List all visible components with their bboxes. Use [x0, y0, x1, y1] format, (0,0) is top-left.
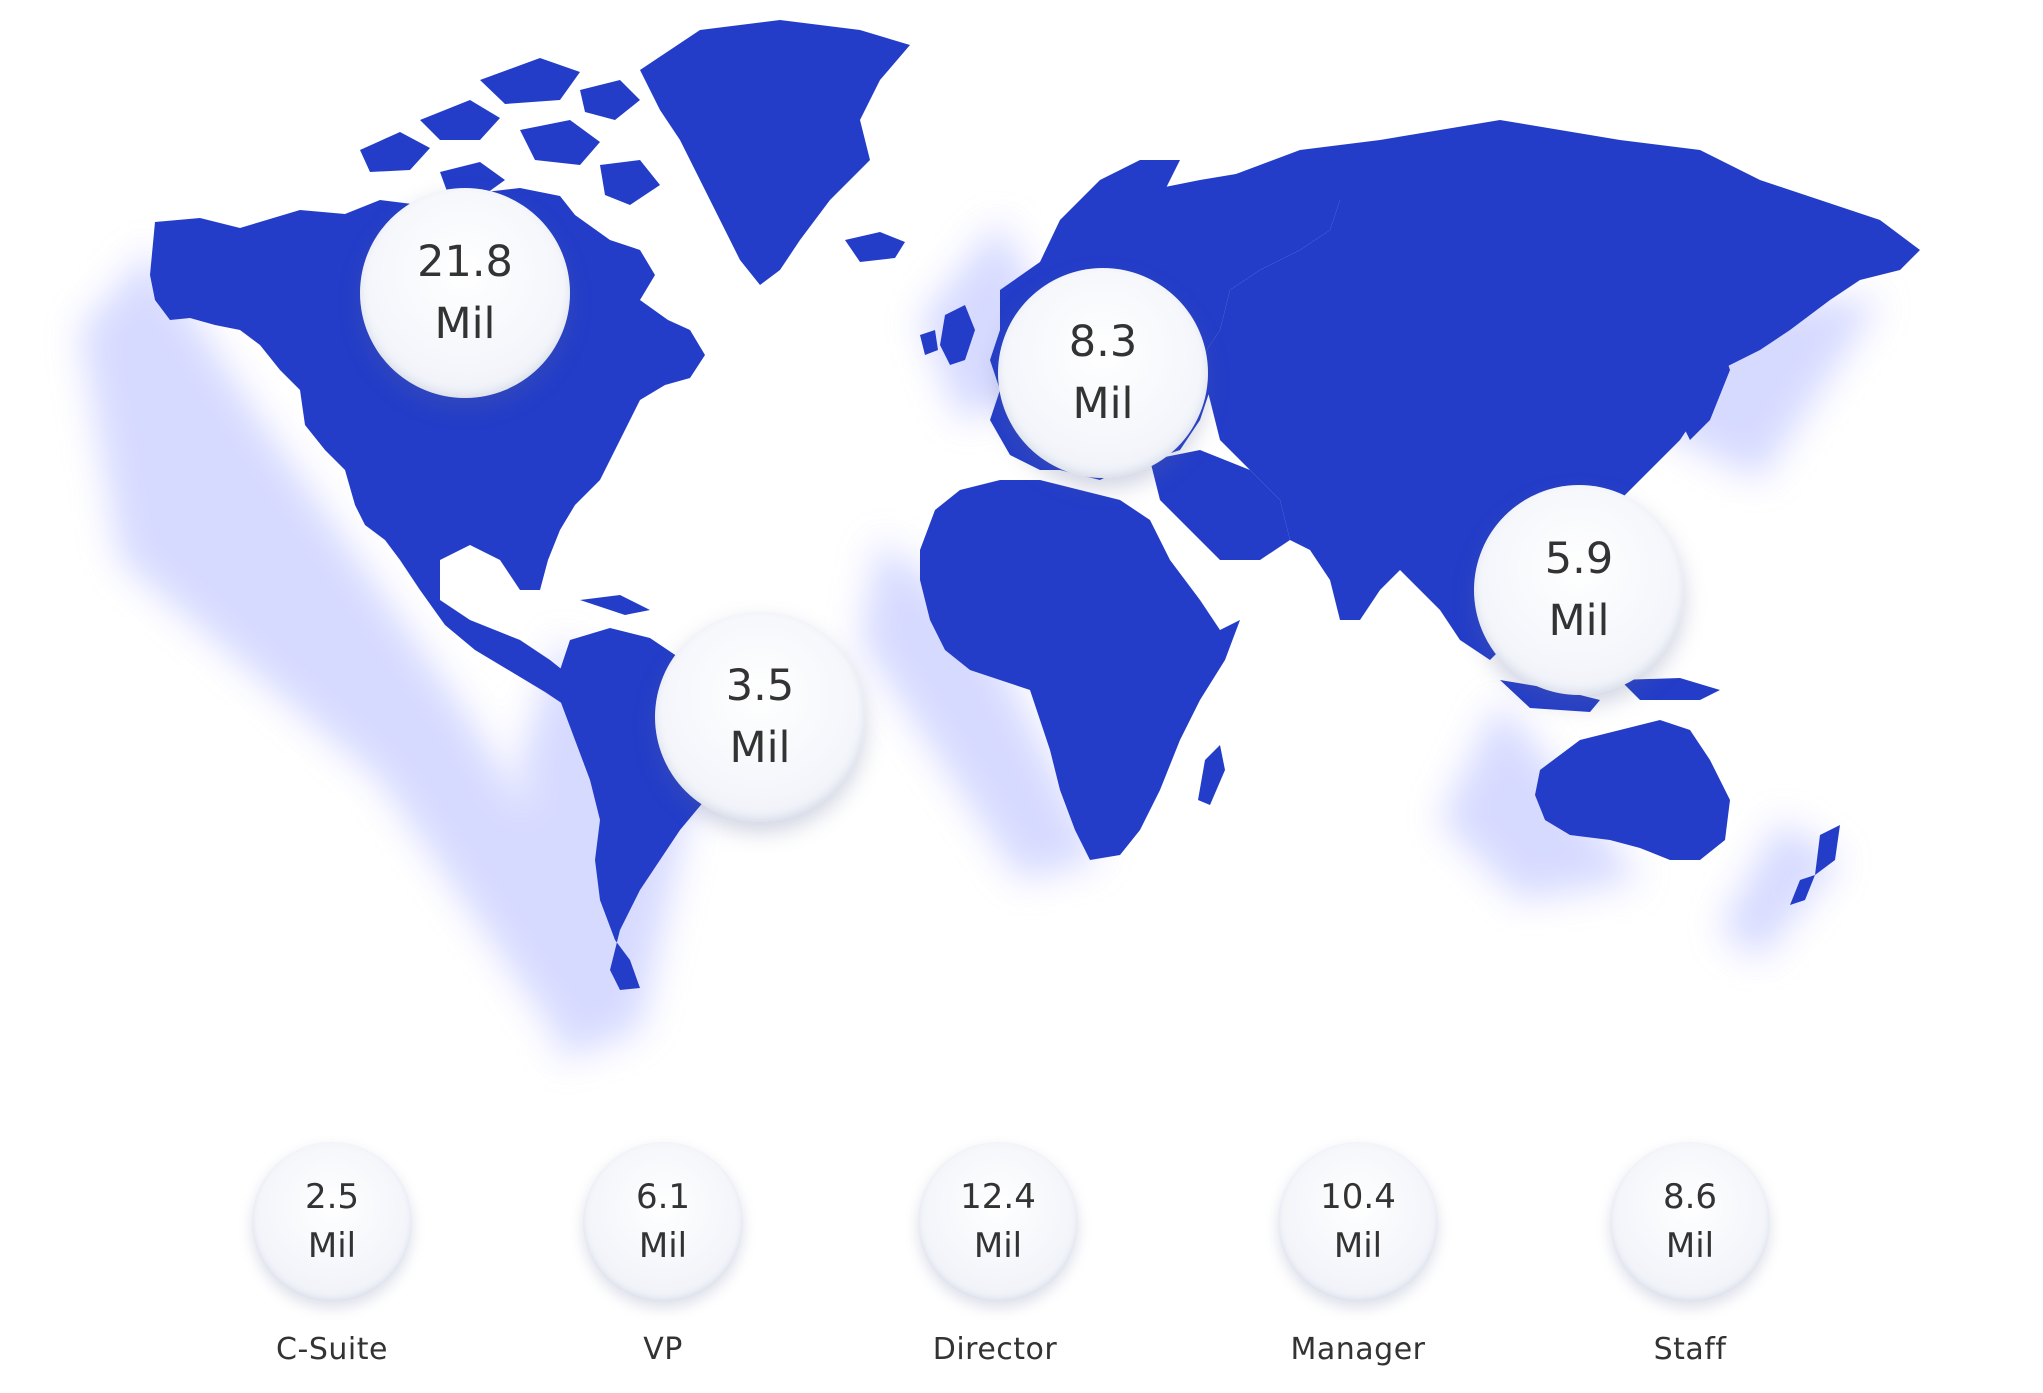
role-label-vp: VP: [643, 1332, 683, 1367]
region-unit: Mil: [1072, 379, 1134, 429]
role-unit: Mil: [1333, 1226, 1383, 1266]
role-label-c-suite: C-Suite: [276, 1332, 388, 1367]
australia-shape: [1535, 720, 1730, 860]
world-map-section: 21.8 Mil 3.5 Mil 8.3 Mil 5.9 Mil: [80, 20, 1920, 1060]
role-bubble-staff: 8.6 Mil: [1610, 1142, 1770, 1302]
region-bubble-asia-pacific: 5.9 Mil: [1474, 485, 1684, 695]
role-value: 10.4: [1320, 1176, 1396, 1217]
role-bubble-c-suite: 2.5 Mil: [252, 1142, 412, 1302]
region-bubble-south-america: 3.5 Mil: [655, 612, 865, 822]
region-unit: Mil: [434, 299, 496, 349]
asia-shape: [1200, 120, 1920, 660]
region-unit: Mil: [729, 723, 791, 773]
role-value: 2.5: [304, 1176, 360, 1217]
role-unit: Mil: [638, 1226, 688, 1266]
role-label-director: Director: [932, 1332, 1058, 1367]
role-value: 12.4: [960, 1176, 1036, 1217]
region-value: 8.3: [1068, 316, 1138, 367]
africa-shape: [920, 480, 1240, 860]
role-label-manager: Manager: [1290, 1332, 1426, 1367]
region-bubble-europe: 8.3 Mil: [998, 268, 1208, 478]
role-bubble-director: 12.4 Mil: [918, 1142, 1078, 1302]
region-bubble-north-america: 21.8 Mil: [360, 188, 570, 398]
role-unit: Mil: [973, 1226, 1023, 1266]
region-value: 3.5: [725, 660, 795, 711]
role-unit: Mil: [1665, 1226, 1715, 1266]
role-bubble-manager: 10.4 Mil: [1278, 1142, 1438, 1302]
role-value: 8.6: [1662, 1176, 1718, 1217]
greenland-shape: [640, 20, 910, 285]
world-map: [80, 20, 1920, 1060]
role-unit: Mil: [307, 1226, 357, 1266]
region-unit: Mil: [1548, 596, 1610, 646]
north-america-shape: [150, 188, 705, 735]
region-value: 5.9: [1544, 533, 1614, 584]
region-value: 21.8: [417, 236, 513, 287]
role-label-staff: Staff: [1653, 1332, 1727, 1367]
role-bubble-vp: 6.1 Mil: [583, 1142, 743, 1302]
role-value: 6.1: [635, 1176, 691, 1217]
